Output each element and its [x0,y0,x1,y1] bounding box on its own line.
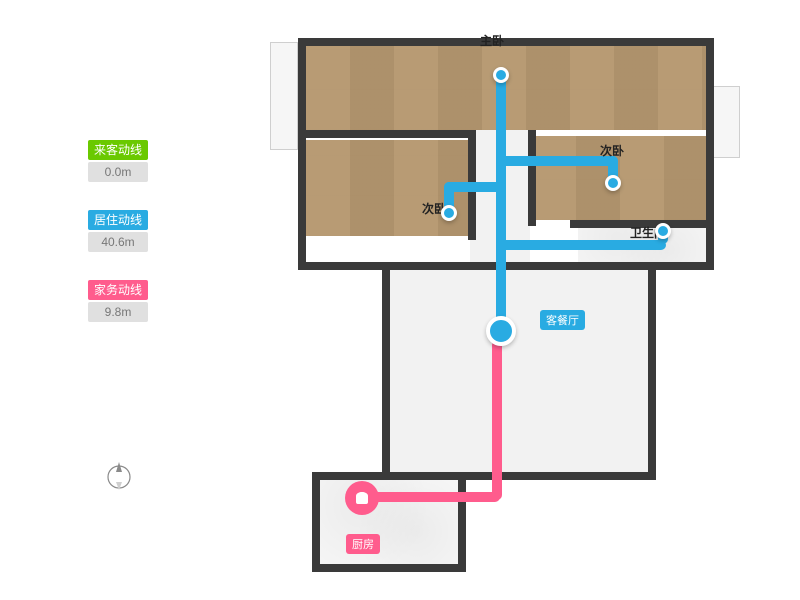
flow-node [605,175,621,191]
legend-item-guest: 来客动线 0.0m [88,140,148,182]
flow-node [655,223,671,239]
flow-seg [496,240,666,250]
room-label-master_bedroom: 主卧 [480,32,504,49]
legend-value-guest: 0.0m [88,162,148,182]
legend-item-chores: 家务动线 9.8m [88,280,148,322]
legend-item-living: 居住动线 40.6m [88,210,148,252]
flow-node [493,67,509,83]
legend-title-guest: 来客动线 [88,140,148,160]
room-label-second_bedroom_r: 次卧 [600,142,624,159]
floor-plan: 主卧次卧次卧卫生间客餐厅厨房 [270,30,750,590]
legend-value-chores: 9.8m [88,302,148,322]
flow-node [486,316,516,346]
flow-seg [496,70,506,330]
flow-seg [366,492,500,502]
compass-icon [104,460,134,490]
room-master_bedroom [306,46,706,130]
flow-seg [492,340,502,500]
kitchen-icon [345,481,379,515]
flow-node [441,205,457,221]
room-badge-living_dining: 客餐厅 [540,310,585,330]
room-living_dining [390,270,648,474]
legend-value-living: 40.6m [88,232,148,252]
balcony-0 [270,42,298,150]
legend-title-living: 居住动线 [88,210,148,230]
room-badge-kitchen: 厨房 [346,534,380,554]
legend: 来客动线 0.0m 居住动线 40.6m 家务动线 9.8m [88,140,148,350]
legend-title-chores: 家务动线 [88,280,148,300]
